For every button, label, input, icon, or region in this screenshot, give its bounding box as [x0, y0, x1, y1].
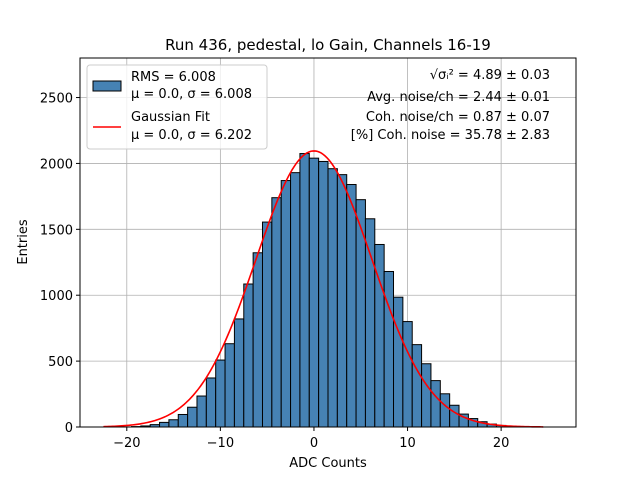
x-tick-label: −10 — [207, 436, 234, 451]
annotation-sigma-symbol: √σᵢ² — [430, 68, 454, 83]
y-tick-label: 1000 — [40, 289, 73, 304]
y-tick-label: 2500 — [40, 92, 73, 107]
histogram-bar — [308, 157, 320, 428]
histogram-bar — [261, 221, 273, 428]
histogram-bar — [290, 172, 301, 428]
y-axis-ticks: 0 500 1000 1500 2000 2500 — [40, 92, 80, 436]
histogram-bar — [280, 180, 292, 428]
histogram-bar — [336, 174, 348, 428]
annotation-sigma-value: = 4.89 ± 0.03 — [454, 68, 550, 83]
y-tick-label: 2000 — [40, 157, 73, 172]
x-tick-label: 0 — [310, 436, 318, 451]
x-tick-label: 10 — [399, 436, 416, 451]
chart-title: Run 436, pedestal, lo Gain, Channels 16-… — [165, 36, 491, 54]
histogram-bar — [187, 406, 198, 428]
histogram-bar — [327, 168, 338, 428]
histogram-bar — [449, 404, 460, 428]
histogram-bar — [159, 421, 170, 428]
legend-entry-1-line2: μ = 0.0, σ = 6.008 — [131, 87, 252, 102]
x-axis-label: ADC Counts — [289, 456, 367, 471]
histogram-bar — [271, 197, 282, 428]
histogram-bar — [430, 380, 441, 428]
x-tick-label: −20 — [113, 436, 140, 451]
histogram-bar — [439, 393, 451, 428]
legend-entry-2-line1: Gaussian Fit — [131, 110, 210, 125]
histogram-bar — [243, 283, 254, 428]
y-tick-label: 500 — [48, 355, 73, 370]
x-axis-ticks: −20 −10 0 10 20 — [113, 427, 509, 451]
histogram-bars — [130, 153, 526, 428]
histogram-bar — [421, 363, 432, 428]
legend-entry-1-line1: RMS = 6.008 — [131, 70, 216, 85]
annotation-sigma-sum: √σᵢ² = 4.89 ± 0.03 — [430, 68, 550, 83]
y-axis-label: Entries — [16, 219, 31, 265]
histogram-bar — [168, 419, 179, 428]
histogram-bar — [402, 321, 413, 428]
legend: RMS = 6.008 μ = 0.0, σ = 6.008 Gaussian … — [86, 64, 268, 150]
histogram-bar — [224, 343, 235, 428]
histogram-bar — [177, 413, 189, 428]
annotation-coh-noise: Coh. noise/ch = 0.87 ± 0.07 — [366, 110, 550, 125]
noise-annotations: √σᵢ² = 4.89 ± 0.03 Avg. noise/ch = 2.44 … — [351, 68, 550, 143]
gaussian-fit-curve — [103, 150, 544, 428]
histogram-bar — [299, 153, 310, 428]
histogram-bar — [252, 252, 263, 428]
annotation-coh-noise-percent: [%] Coh. noise = 35.78 ± 2.83 — [351, 128, 550, 143]
legend-box — [86, 64, 268, 150]
legend-histogram-swatch — [92, 80, 122, 92]
annotation-avg-noise: Avg. noise/ch = 2.44 ± 0.01 — [367, 90, 550, 105]
legend-entry-2-line2: μ = 0.0, σ = 6.202 — [131, 128, 252, 143]
histogram-bar — [355, 199, 366, 428]
histogram-bar — [364, 218, 376, 428]
histogram-bar — [383, 270, 395, 428]
histogram-bar — [196, 395, 207, 428]
histogram-bar — [233, 318, 245, 428]
x-tick-label: 20 — [493, 436, 510, 451]
y-tick-label: 1500 — [40, 223, 73, 238]
histogram-bar — [215, 359, 226, 428]
histogram-bar — [205, 377, 217, 428]
plot-frame — [79, 57, 577, 428]
histogram-bar — [411, 344, 423, 428]
y-tick-label: 0 — [65, 421, 73, 436]
histogram-bar — [318, 160, 329, 428]
histogram-bar — [393, 296, 404, 428]
histogram-bar — [346, 184, 357, 428]
